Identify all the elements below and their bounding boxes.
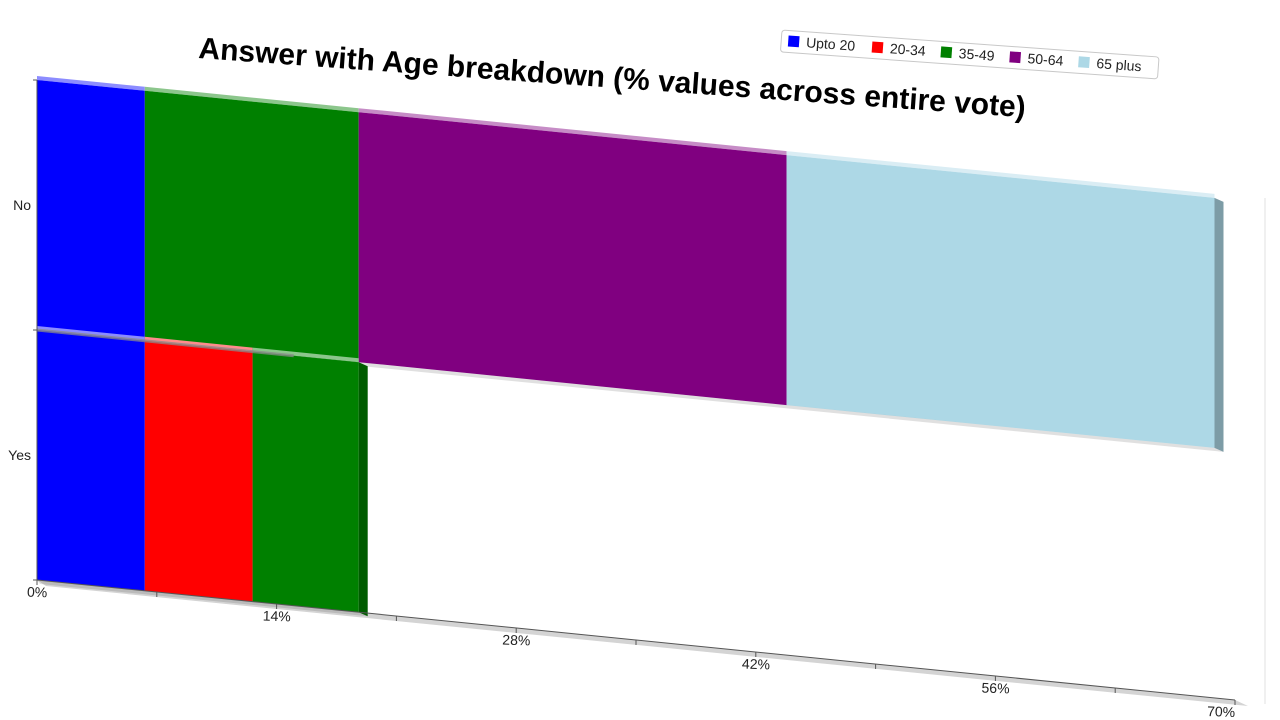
bar-no-65-plus (786, 155, 1215, 448)
x-tick-label: 14% (262, 608, 291, 625)
bar-shadow-yes (37, 580, 368, 617)
y-tick-label-no: No (13, 197, 31, 213)
bar-top-no-65-plus (786, 151, 1215, 198)
y-tick-label-yes: Yes (8, 447, 31, 463)
chart-legend: Upto 20 20-34 35-49 50-64 65 plus (780, 29, 1160, 80)
chart-bars (37, 76, 1224, 617)
x-tick-label: 42% (742, 656, 771, 673)
chart-axes: No Yes 0% 14% 28% 42% 56% 70% (8, 79, 1236, 720)
bar-yes-35-49 (252, 351, 359, 613)
legend-swatch-50-64 (1009, 51, 1022, 64)
floor-ledge (37, 580, 1248, 706)
x-tick-label: 56% (981, 680, 1010, 697)
x-tick-label: 0% (27, 584, 48, 601)
chart-floor (37, 198, 1266, 706)
bar-top-yes-35-49 (252, 347, 359, 363)
legend-label-35-49: 35-49 (958, 45, 995, 64)
bar-yes-20-34 (144, 340, 253, 602)
bar-top-no-35-49 (144, 86, 359, 113)
legend-label-65-plus: 65 plus (1096, 55, 1142, 74)
bar-end-yes (358, 362, 368, 617)
x-tick-label: 28% (502, 632, 531, 649)
bar-top-no-upto-20 (37, 76, 145, 91)
legend-swatch-65-plus (1078, 56, 1090, 69)
bar-yes-upto-20 (37, 330, 145, 591)
legend-swatch-20-34 (871, 41, 884, 54)
category-divider (36, 328, 294, 358)
legend-swatch-upto-20 (787, 35, 800, 48)
bar-no-upto-20 (37, 80, 145, 341)
legend-label-20-34: 20-34 (889, 40, 926, 59)
bar-end-no (1214, 197, 1224, 452)
bar-no-50-64 (358, 112, 787, 406)
legend-label-upto-20: Upto 20 (806, 34, 856, 53)
bar-no-35-49 (144, 90, 359, 363)
legend-label-50-64: 50-64 (1027, 50, 1064, 69)
x-tick-label: 70% (1207, 703, 1236, 720)
legend-swatch-35-49 (940, 46, 953, 59)
bar-top-no-50-64 (358, 108, 787, 156)
